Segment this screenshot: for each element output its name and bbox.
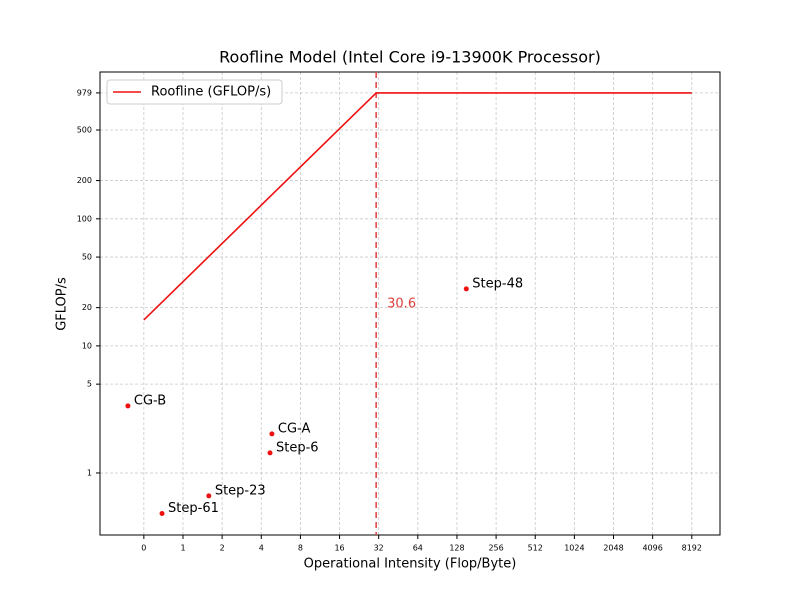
point-label: Step-6: [276, 440, 319, 455]
x-tick-label: 32: [374, 544, 384, 553]
y-tick-label: 20: [82, 303, 92, 312]
legend-box: [106, 79, 283, 105]
data-point: [269, 431, 275, 437]
x-tick-label: 8192: [682, 544, 702, 553]
data-point: [463, 286, 469, 292]
y-tick-label: 500: [77, 125, 92, 134]
x-axis-label: Operational Intensity (Flop/Byte): [304, 557, 517, 572]
y-axis-label: GFLOP/s: [55, 277, 70, 331]
data-point: [206, 493, 212, 499]
data-point: [159, 510, 165, 516]
x-tick-label: 1024: [564, 544, 584, 553]
point-label: CG-A: [278, 421, 311, 436]
chart-title: Roofline Model (Intel Core i9-13900K Pro…: [219, 48, 601, 67]
x-tick-label: 16: [334, 544, 344, 553]
y-tick-label: 1: [87, 468, 92, 477]
roofline: [143, 92, 692, 321]
plot-frame: [99, 71, 721, 536]
x-tick-label: 4096: [642, 544, 662, 553]
y-tick-label: 200: [77, 176, 92, 185]
x-tick-label: 128: [449, 544, 464, 553]
x-tick-label: 64: [413, 544, 423, 553]
y-tick-label: 5: [87, 380, 92, 389]
data-point: [267, 450, 273, 456]
x-tick-label: 1: [180, 544, 185, 553]
legend-label: Roofline (GFLOP/s): [151, 85, 271, 100]
point-label: Step-61: [168, 501, 219, 516]
x-tick-label: 2: [220, 544, 225, 553]
x-tick-label: 4: [259, 544, 264, 553]
point-label: CG-B: [134, 393, 166, 408]
point-label: Step-48: [472, 276, 523, 291]
data-point: [125, 403, 131, 409]
y-tick-label: 100: [77, 214, 92, 223]
x-tick-label: 2048: [603, 544, 623, 553]
y-tick-label: 979: [77, 88, 92, 97]
y-tick-label: 10: [82, 341, 92, 350]
x-tick-label: 512: [528, 544, 543, 553]
x-tick-label: 8: [298, 544, 303, 553]
y-tick-label: 50: [82, 253, 92, 262]
ridge-label: 30.6: [387, 297, 416, 312]
x-tick-label: 0: [141, 544, 146, 553]
x-tick-label: 256: [488, 544, 503, 553]
point-label: Step-23: [215, 483, 266, 498]
